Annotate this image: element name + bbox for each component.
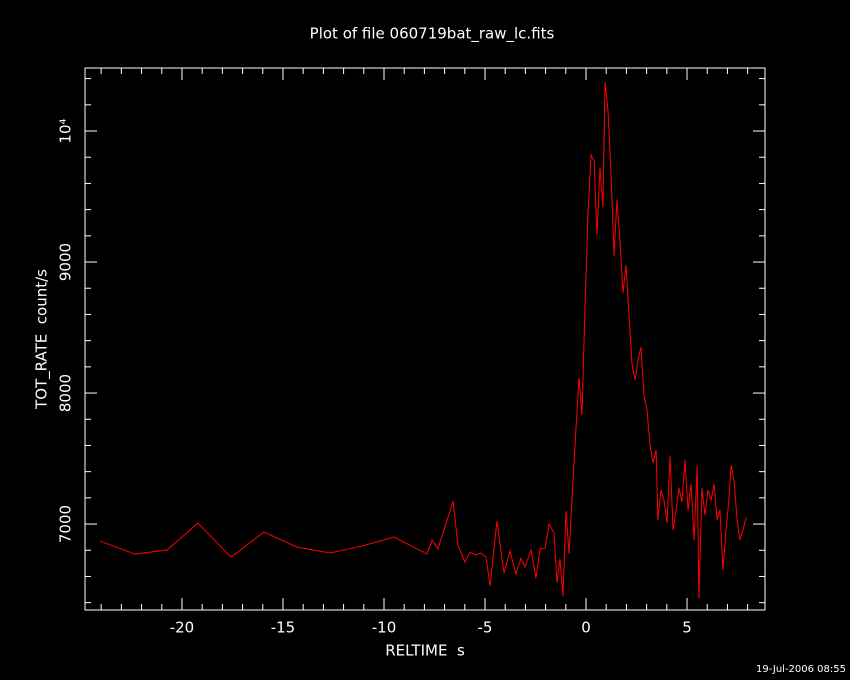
y-axis-label: TOT_RATE count/s [33, 269, 52, 410]
y-tick-label: 8000 [57, 374, 75, 412]
x-tick-label: -10 [372, 619, 397, 637]
x-tick-label: 0 [581, 619, 591, 637]
timestamp: 19-Jul-2006 08:55 [756, 664, 846, 675]
light-curve [99, 81, 747, 599]
y-tick-label: 9000 [57, 243, 75, 281]
x-tick-label: -5 [478, 619, 493, 637]
chart-title: Plot of file 060719bat_raw_lc.fits [310, 25, 555, 44]
x-axis-label: RELTIME s [385, 642, 465, 660]
x-tick-label: 5 [682, 619, 692, 637]
x-tick-label: -15 [271, 619, 296, 637]
x-tick-label: -20 [170, 619, 195, 637]
plot-frame [84, 67, 766, 611]
y-tick-label: 7000 [57, 505, 75, 543]
y-tick-label: 10⁴ [57, 118, 75, 143]
